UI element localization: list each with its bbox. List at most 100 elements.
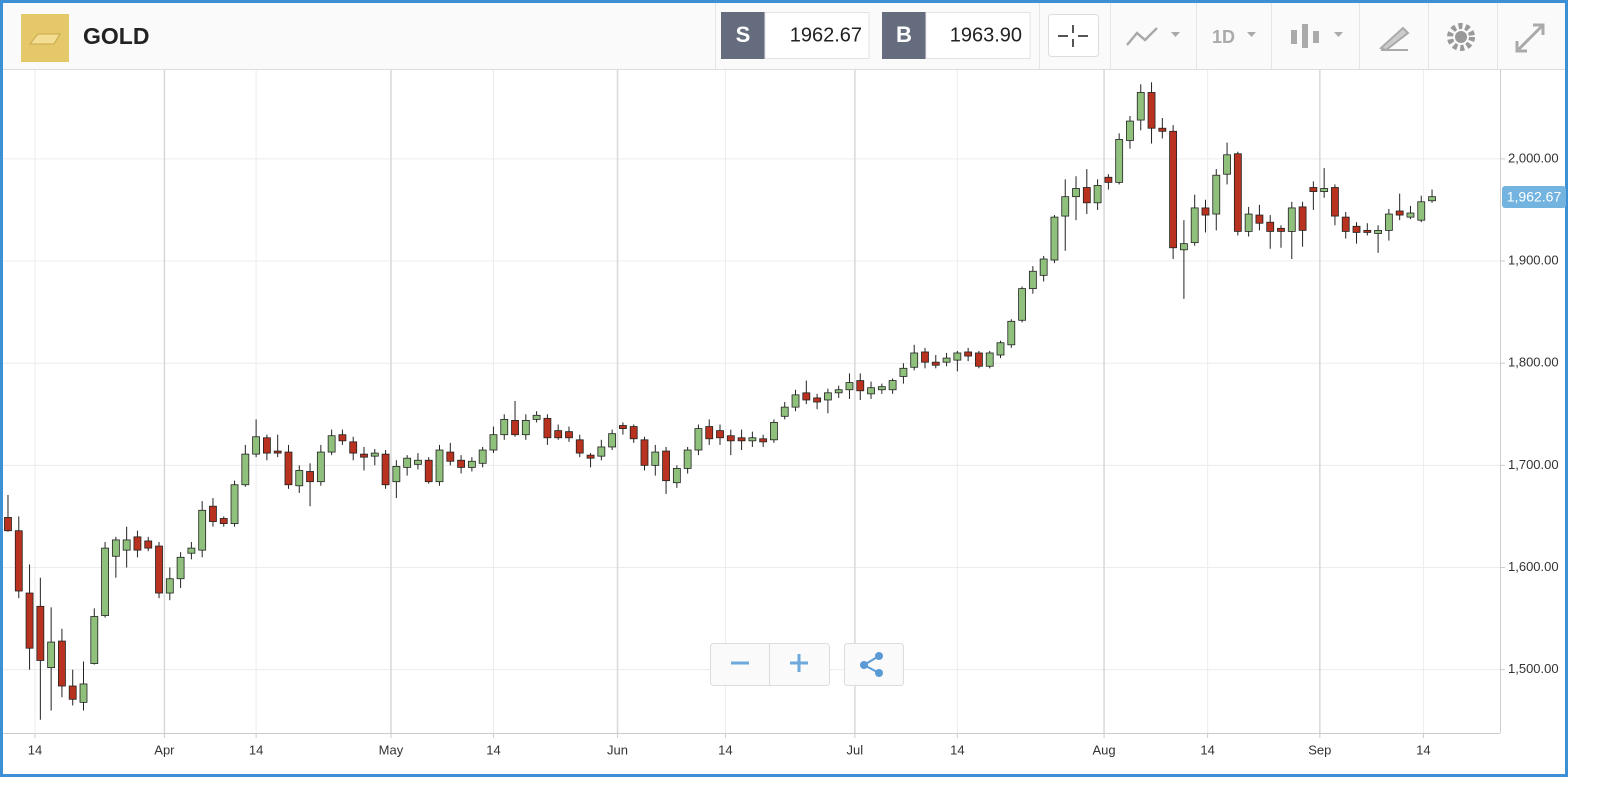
- buy-button[interactable]: B 1963.90: [882, 12, 1031, 59]
- candle-body: [1298, 206, 1307, 231]
- candle-body: [1428, 196, 1436, 202]
- candle-body: [780, 406, 789, 417]
- toolbar-dividers: [1039, 3, 1498, 69]
- candle-body: [1255, 214, 1264, 224]
- candle-body: [1363, 229, 1372, 233]
- candle-body: [1244, 213, 1253, 232]
- candle-body: [68, 685, 77, 700]
- candle-body: [1233, 153, 1242, 232]
- candle-body: [1180, 243, 1188, 251]
- candle-body: [1126, 120, 1134, 141]
- candle-type-icon[interactable]: [1291, 24, 1319, 48]
- candle-body: [424, 459, 433, 483]
- candle-body: [14, 530, 23, 592]
- candle-body: [823, 392, 832, 401]
- sell-label[interactable]: S: [736, 22, 751, 47]
- settings-icon[interactable]: [1447, 23, 1475, 51]
- x-tick-label: Jul: [847, 742, 864, 757]
- candle-body: [252, 436, 261, 455]
- gold-bar-icon: [28, 33, 61, 45]
- candle-body: [543, 417, 552, 439]
- dropdown-arrow[interactable]: [1334, 32, 1343, 37]
- candle-body: [1039, 258, 1048, 276]
- candle-body: [1374, 229, 1382, 234]
- candle-body: [241, 453, 250, 486]
- candle-body: [187, 547, 196, 554]
- candle-body: [1395, 210, 1404, 216]
- sell-price-box[interactable]: [764, 12, 870, 59]
- candle-body: [500, 418, 509, 436]
- candle-body: [1007, 320, 1016, 346]
- candle-body: [478, 449, 487, 464]
- candle-body: [813, 397, 822, 403]
- candle-body: [1169, 130, 1178, 249]
- candle-body: [338, 434, 347, 442]
- sell-label-box[interactable]: [721, 12, 765, 59]
- candle-body: [370, 452, 379, 457]
- y-tick-label: 2,000.00: [1508, 150, 1559, 165]
- candle-body: [985, 352, 994, 367]
- y-tick-label: 1,900.00: [1508, 252, 1559, 267]
- share-icon[interactable]: [860, 652, 883, 677]
- candle-body: [1104, 176, 1113, 183]
- candle-body: [877, 386, 886, 391]
- candle-body: [1072, 188, 1080, 198]
- buy-price[interactable]: 1963.90: [950, 24, 1022, 46]
- crosshair-icon[interactable]: [1058, 25, 1088, 47]
- x-tick-label: 14: [28, 742, 42, 757]
- crosshair-button[interactable]: [1048, 14, 1099, 57]
- candle-body: [931, 361, 940, 366]
- settings-icon-core[interactable]: [1455, 31, 1467, 43]
- candle-body: [457, 459, 465, 468]
- candle-body: [640, 439, 649, 466]
- draw-icon[interactable]: [1379, 26, 1410, 52]
- x-tick-label: May: [379, 742, 404, 757]
- candle-body: [1266, 221, 1275, 232]
- zoom-in[interactable]: [790, 654, 808, 672]
- buy-label[interactable]: B: [896, 22, 912, 47]
- crosshair-box[interactable]: [1048, 14, 1099, 57]
- candle-body: [25, 592, 34, 649]
- candle-body: [672, 468, 681, 484]
- chart-type-icon[interactable]: [1126, 27, 1158, 46]
- candle-body: [694, 428, 703, 451]
- candle-body: [263, 437, 271, 454]
- candle-body: [111, 539, 120, 557]
- fullscreen-icon[interactable]: [1515, 23, 1545, 53]
- candle-body: [144, 540, 153, 549]
- candle-body: [511, 419, 519, 436]
- candle-body: [1190, 207, 1199, 244]
- buy-label-box[interactable]: [882, 12, 926, 59]
- sell-price[interactable]: 1962.67: [790, 24, 862, 46]
- timeframe[interactable]: 1D: [1212, 27, 1235, 47]
- candle-body: [327, 435, 336, 453]
- share-box[interactable]: [844, 643, 904, 686]
- candle-body: [586, 454, 595, 459]
- sell-button[interactable]: S 1962.67: [721, 12, 870, 59]
- candle-body: [1320, 188, 1329, 192]
- buy-price-box[interactable]: [925, 12, 1031, 59]
- dropdown-arrow[interactable]: [1247, 32, 1256, 37]
- candle-body: [834, 389, 843, 394]
- candle-body: [446, 451, 455, 462]
- candle-body: [942, 357, 951, 363]
- candle-body: [629, 426, 638, 440]
- candle-body: [1331, 187, 1339, 217]
- candle-body: [1212, 174, 1221, 215]
- candle-body: [532, 414, 541, 420]
- dropdown-arrow[interactable]: [1171, 32, 1180, 37]
- candle-body: [79, 683, 88, 703]
- candle-body: [802, 392, 811, 401]
- candle-body: [122, 539, 131, 551]
- candle-body: [726, 435, 735, 442]
- candle-body: [90, 616, 99, 664]
- candle-body: [1352, 225, 1361, 233]
- candle-body: [176, 556, 185, 580]
- candle-body: [1406, 212, 1415, 218]
- candle-body: [748, 437, 757, 442]
- candle-body: [219, 518, 228, 524]
- candle-body: [619, 425, 627, 429]
- candle-body: [133, 536, 142, 551]
